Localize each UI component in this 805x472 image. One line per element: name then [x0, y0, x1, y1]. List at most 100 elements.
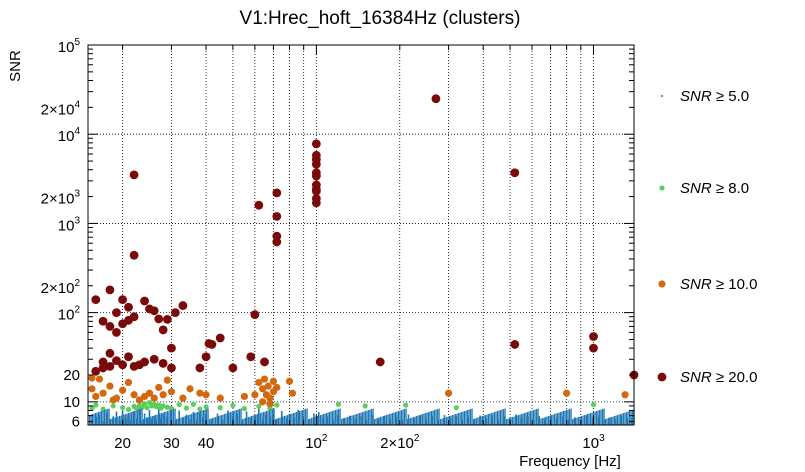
data-point [168, 410, 170, 425]
data-point [99, 411, 101, 425]
data-point [551, 415, 553, 425]
data-point [252, 415, 254, 425]
data-point [118, 295, 128, 304]
data-point [112, 308, 121, 318]
data-point [362, 403, 368, 409]
data-point [93, 402, 99, 408]
data-point [308, 419, 310, 425]
x-axis-label: Frequency [Hz] [519, 453, 621, 470]
data-point [149, 354, 159, 364]
data-point [620, 414, 622, 425]
data-point [585, 414, 587, 425]
data-point [219, 415, 221, 425]
data-point [236, 410, 238, 425]
data-point [263, 412, 265, 425]
data-point [116, 417, 118, 425]
data-point [563, 411, 565, 425]
data-point [167, 388, 176, 396]
data-point [156, 414, 158, 425]
data-point [110, 403, 116, 409]
data-point [345, 417, 347, 425]
data-point [113, 418, 115, 425]
data-point [211, 419, 213, 425]
data-point [152, 416, 154, 425]
data-point [306, 408, 308, 425]
data-point [411, 417, 413, 425]
data-point [440, 419, 442, 425]
chart-title: V1:Hrec_hoft_16384Hz (clusters) [240, 8, 521, 29]
data-point [515, 416, 517, 425]
data-point [135, 396, 144, 404]
data-point [327, 412, 329, 425]
data-point [294, 412, 296, 425]
data-point [359, 413, 361, 425]
data-point [413, 417, 415, 425]
data-point [91, 295, 101, 304]
data-point [386, 415, 388, 425]
data-point [129, 250, 139, 260]
data-point [105, 285, 115, 295]
data-point [203, 410, 205, 425]
data-point [414, 416, 416, 425]
data-point [207, 408, 209, 425]
data-point [140, 296, 149, 306]
data-point [105, 361, 115, 371]
data-point [190, 401, 196, 407]
data-point [626, 412, 628, 425]
data-point [91, 419, 93, 425]
data-point [104, 410, 106, 425]
data-point [272, 211, 282, 221]
data-point [204, 409, 206, 425]
data-point [594, 411, 596, 425]
data-point [159, 391, 167, 399]
data-point [202, 391, 210, 399]
data-point [312, 417, 314, 425]
x-tick-label: 2×102 [380, 433, 420, 452]
data-point [250, 310, 260, 320]
data-point [242, 419, 244, 425]
data-point [155, 383, 163, 392]
data-point [432, 410, 434, 425]
data-point [126, 413, 128, 425]
data-point [128, 413, 130, 425]
data-point [183, 416, 185, 425]
data-point [98, 414, 101, 425]
data-point [389, 419, 392, 425]
data-point [151, 419, 153, 425]
data-point [290, 414, 292, 425]
data-point [360, 412, 362, 425]
data-point [143, 419, 145, 425]
data-point [375, 418, 377, 425]
legend-label: SNR ≥ 20.0 [680, 369, 757, 386]
data-point [93, 413, 95, 425]
data-point [170, 308, 180, 318]
legend-marker [658, 280, 666, 288]
data-point [159, 413, 161, 425]
data-point [160, 418, 162, 425]
data-point [387, 414, 389, 425]
x-tick-label: 40 [198, 435, 215, 452]
data-point [357, 413, 359, 425]
series-0-band [89, 408, 635, 425]
data-point [266, 411, 268, 425]
data-point [528, 411, 530, 425]
data-point [95, 375, 104, 383]
data-point [129, 312, 139, 322]
data-point [368, 410, 370, 425]
data-point [552, 414, 554, 425]
data-point [135, 410, 137, 425]
data-point [390, 413, 392, 425]
data-point [495, 411, 497, 425]
data-point [456, 413, 458, 425]
data-point [326, 413, 328, 425]
data-point [320, 415, 322, 425]
axis-ticks [88, 44, 634, 425]
data-point [269, 377, 278, 385]
data-point [461, 419, 464, 425]
data-point [471, 408, 473, 425]
data-point [224, 414, 226, 425]
data-point [158, 358, 168, 368]
data-point [617, 415, 619, 425]
data-point [210, 418, 212, 425]
data-point [134, 411, 136, 425]
